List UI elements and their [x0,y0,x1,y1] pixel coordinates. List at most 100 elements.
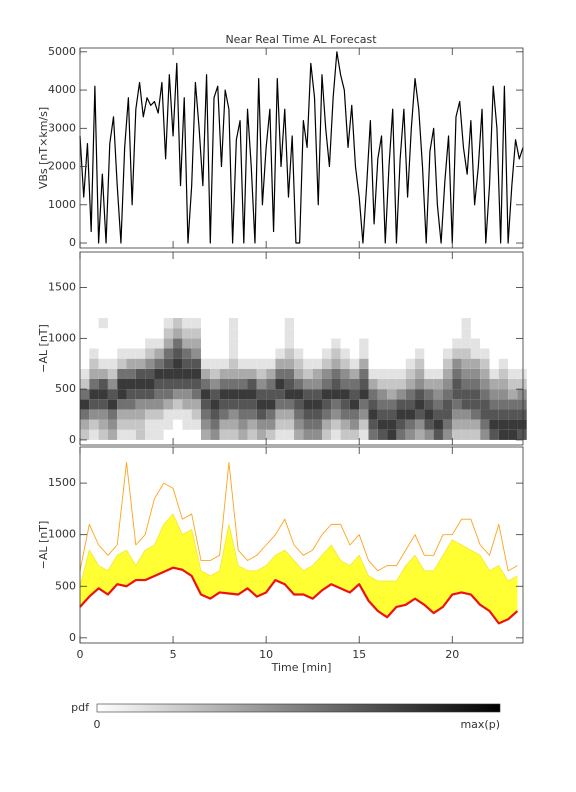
pdf-cell [433,429,443,440]
pdf-cell [396,348,406,359]
pdf-cell [89,348,99,359]
pdf-cell [294,389,304,400]
pdf-cell [238,378,248,390]
pdf-cell [266,429,276,440]
pdf-cell [480,318,490,329]
pdf-cell [80,338,90,349]
pdf-cell [210,429,220,440]
x-tick-label: 15 [352,648,366,661]
pdf-cell [405,318,416,329]
pdf-cell [312,348,322,359]
pdf-cell [517,368,527,379]
pdf-cell [275,348,285,359]
pdf-cell [359,338,369,349]
pdf-cell [517,348,527,359]
pdf-cell [498,338,509,349]
pdf-cell [80,409,90,420]
pdf-cell [433,378,443,390]
pdf-cell [294,399,304,410]
pdf-cell [387,348,397,359]
pdf-cell [452,389,462,400]
pdf-cell [405,338,416,349]
pdf-cell [107,429,118,440]
pdf-cell [266,338,276,349]
pdf-cell [470,389,481,400]
pdf-cell [191,419,201,430]
pdf-cell [247,378,257,390]
pdf-cell [135,348,146,359]
pdf-cell [312,399,322,410]
pdf-cell [210,338,220,349]
pdf-cell [303,419,313,430]
pdf-cell [349,378,360,390]
pdf-cell [145,338,155,349]
pdf-cell [405,378,416,390]
pdf-cell [154,378,164,390]
pdf-cell [480,429,490,440]
pdf-cell [294,348,304,359]
pdf-cell [266,368,276,379]
pdf-cell [489,419,499,430]
pdf-cell [498,358,509,369]
pdf-cell [145,318,155,329]
y-tick-label: 0 [69,236,76,249]
pdf-cell [228,378,239,390]
pdf-cell [191,328,201,339]
pdf-cell [405,419,416,430]
pdf-cell [396,389,406,400]
pdf-cell [145,429,155,440]
pdf-cell [256,328,267,339]
pdf-cell [461,409,471,420]
pdf-cell [210,328,220,339]
pdf-cell [80,348,90,359]
pdf-cell [126,348,136,359]
y-tick-label: 1500 [48,281,76,294]
pdf-cell [228,358,239,369]
pdf-cell [98,419,108,430]
pdf-cell [89,378,99,390]
pdf-cell [452,368,462,379]
pdf-cell [377,358,388,369]
pdf-cell [387,389,397,400]
pdf-cell [89,338,99,349]
pdf-cell [228,338,239,349]
data-line [79,513,518,587]
y-tick-label: 3000 [48,121,76,134]
pdf-cell [238,389,248,400]
pdf-cell [89,318,99,329]
pdf-cell [228,409,239,420]
pdf-cell [182,328,192,339]
pdf-cell [247,389,257,400]
pdf-cell [163,328,174,339]
pdf-cell [238,318,248,329]
pdf-cell [405,348,416,359]
pdf-cell [377,419,388,430]
pdf-cell [415,328,425,339]
pdf-cell [359,429,369,440]
pdf-cell [117,378,127,390]
pdf-cell [470,358,481,369]
pdf-cell [266,358,276,369]
pdf-cell [377,389,388,400]
pdf-cell [442,409,453,420]
pdf-cell [182,378,192,390]
pdf-cell [415,318,425,329]
pdf-cell [126,338,136,349]
pdf-cell [508,378,518,390]
pdf-cell [377,409,388,420]
pdf-cell [433,358,443,369]
pdf-cell [107,389,118,400]
pdf-cell [182,348,192,359]
pdf-cell [145,409,155,420]
pdf-cell [489,328,499,339]
pdf-cell [452,378,462,390]
pdf-cell [219,328,229,339]
pdf-cell [359,419,369,430]
pdf-cell [163,409,174,420]
pdf-cell [284,328,295,339]
pdf-cell [396,409,406,420]
x-tick-label: 0 [77,648,84,661]
y-tick-label: 0 [69,631,76,644]
pdf-cell [489,368,499,379]
pdf-cell [498,328,509,339]
